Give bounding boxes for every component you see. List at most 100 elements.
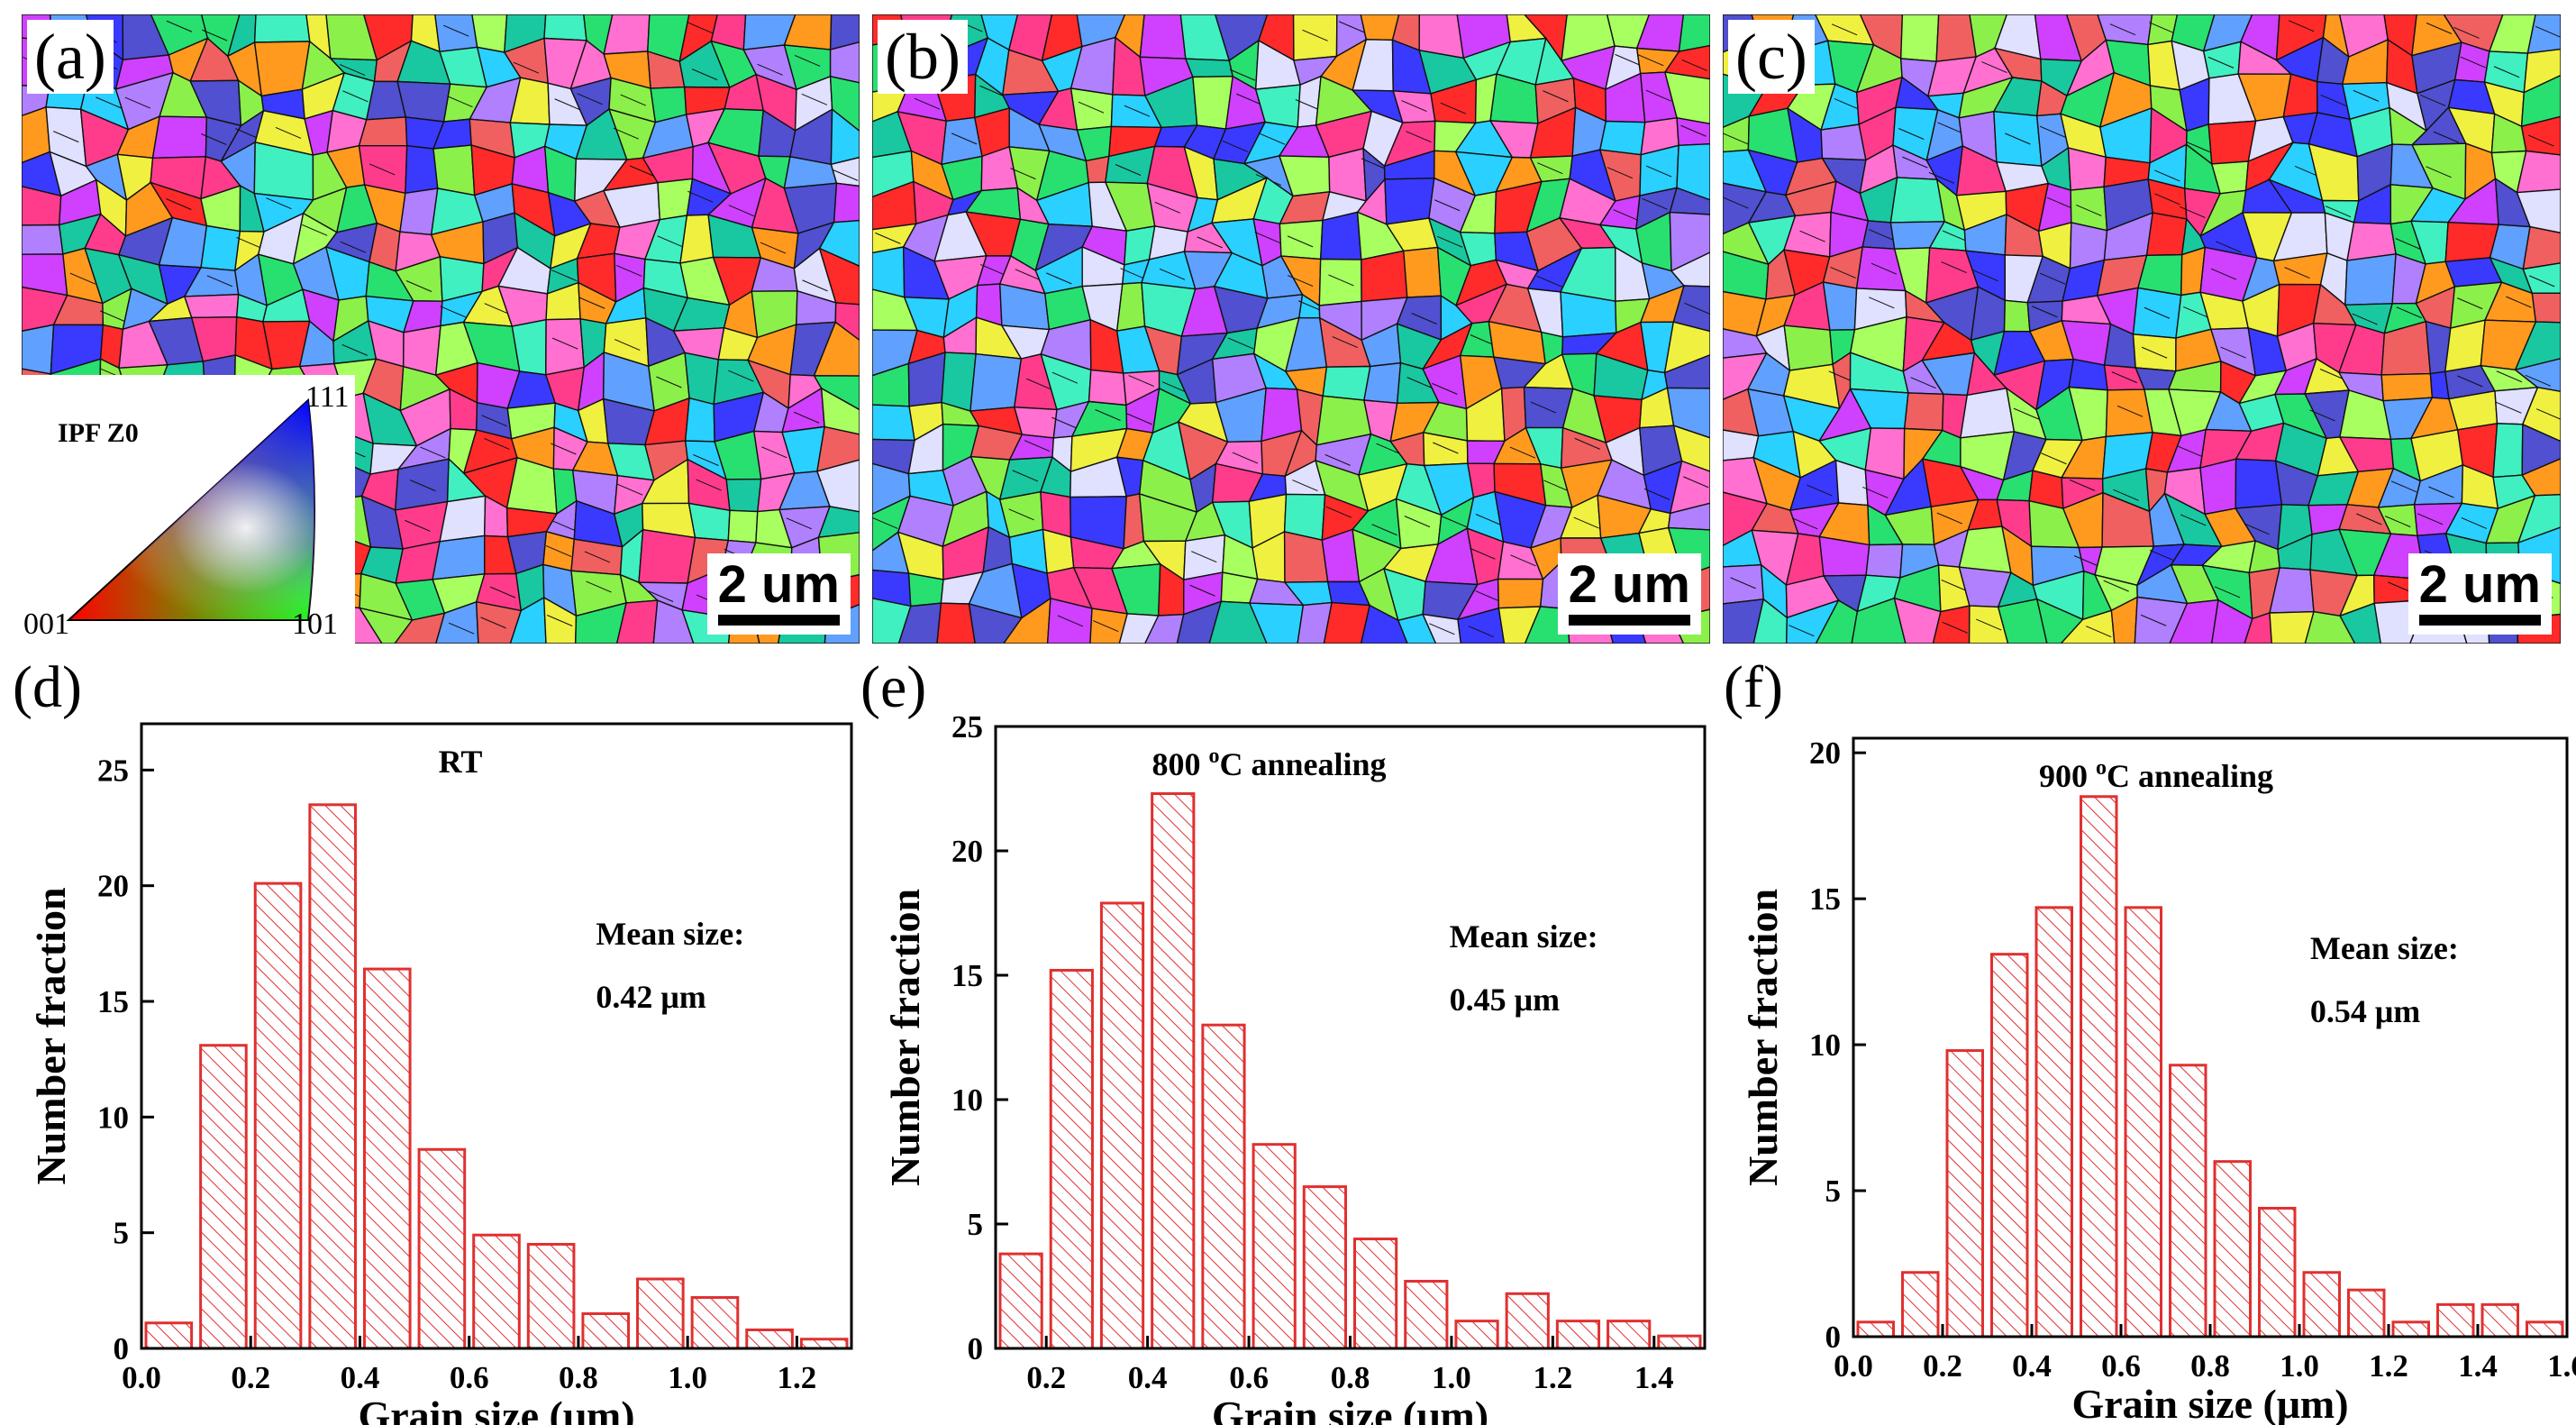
- grain: [2210, 598, 2253, 644]
- twin-boundary: [340, 241, 367, 253]
- grain: [818, 247, 860, 306]
- grain: [603, 14, 651, 55]
- ipf-title: IPF Z0: [58, 418, 139, 448]
- grain: [872, 246, 906, 298]
- grain: [1318, 258, 1362, 306]
- twin-boundary: [1807, 484, 1833, 497]
- y-tick-label: 25: [97, 753, 129, 788]
- twin-boundary: [1730, 577, 1756, 589]
- twin-boundary: [691, 69, 718, 81]
- twin-boundary: [1789, 625, 1815, 637]
- twin-boundary: [1510, 554, 1536, 567]
- twin-boundary: [1972, 269, 1998, 282]
- grain: [2380, 372, 2434, 402]
- twin-boundary: [166, 20, 193, 32]
- grain: [1279, 219, 1324, 260]
- grain: [830, 156, 860, 187]
- twin-boundary: [2506, 296, 2532, 308]
- grain: [432, 534, 486, 580]
- twin-boundary: [1008, 508, 1034, 521]
- y-tick-label: 20: [1809, 735, 1841, 771]
- histogram-bar: [2526, 1320, 2564, 1338]
- grain: [638, 528, 696, 584]
- twin-boundary: [124, 96, 151, 109]
- grain: [1598, 120, 1646, 156]
- grain: [2035, 598, 2084, 644]
- twin-boundary: [2109, 23, 2136, 36]
- twin-boundary: [1615, 53, 1641, 66]
- histogram-f: 0.0 0.2 0.4 0.6 0.8 1.0 1.2 1.4 1.6 0 5 10 15 20 Grain…: [1724, 654, 2576, 1425]
- chart-title: 900 oC annealing: [2039, 756, 2273, 794]
- twin-boundary: [1642, 197, 1668, 210]
- twin-boundary: [1051, 371, 1079, 384]
- histogram-bar: [1657, 1334, 1702, 1350]
- panel-label-b: (b): [878, 20, 968, 94]
- histogram-bar: [308, 803, 357, 1350]
- grain: [1666, 387, 1710, 439]
- twin-boundary: [1189, 584, 1215, 597]
- twin-boundary: [620, 94, 646, 106]
- grain: [829, 14, 860, 51]
- twin-boundary: [693, 454, 719, 466]
- twin-boundary: [1684, 302, 1710, 315]
- grain: [475, 600, 523, 644]
- grain: [727, 509, 759, 544]
- twin-boundary: [2113, 489, 2139, 501]
- histogram-bar: [2258, 1206, 2297, 1338]
- twin-boundary: [2426, 23, 2453, 34]
- grain: [820, 387, 860, 435]
- twin-boundary: [443, 24, 469, 37]
- histogram-bar: [1099, 901, 1145, 1350]
- twin-boundary: [2428, 486, 2454, 498]
- twin-boundary: [1976, 618, 2002, 631]
- grain: [2110, 596, 2138, 644]
- grain: [1497, 606, 1542, 644]
- grain: [816, 425, 860, 472]
- grain: [1723, 598, 1765, 644]
- grain: [1861, 220, 1896, 250]
- twin-boundary: [1095, 409, 1121, 421]
- grain: [1669, 187, 1710, 215]
- grain: [2145, 212, 2188, 257]
- twin-boundary: [1235, 93, 1262, 105]
- twin-boundary: [2460, 56, 2486, 69]
- twin-boundary: [2154, 169, 2180, 182]
- grain: [1323, 601, 1371, 644]
- twin-boundary: [2183, 306, 2209, 318]
- grain: [1143, 613, 1185, 644]
- twin-boundary: [2216, 241, 2242, 253]
- twin-boundary: [2457, 297, 2483, 310]
- twin-boundary: [1411, 313, 1437, 324]
- twin-boundary: [2103, 580, 2129, 592]
- histogram-bar: [1151, 792, 1196, 1350]
- x-tick-label: 1.4: [2458, 1348, 2498, 1384]
- ebsd-map-a: IPF Z0 001 101 111 (a) 2 um: [22, 14, 860, 644]
- grain: [2516, 188, 2561, 234]
- twin-boundary: [802, 279, 828, 292]
- twin-boundary: [2220, 346, 2246, 359]
- twin-boundary: [657, 235, 683, 248]
- twin-boundary: [551, 269, 578, 282]
- histogram-bar: [362, 967, 412, 1350]
- grain: [1932, 605, 1971, 644]
- twin-boundary: [166, 198, 192, 210]
- twin-boundary: [2426, 166, 2452, 178]
- histogram-bar: [417, 1147, 467, 1350]
- twin-boundary: [484, 303, 510, 315]
- grain: [435, 600, 479, 644]
- twin-boundary: [1536, 275, 1562, 288]
- twin-boundary: [489, 586, 516, 598]
- twin-boundary: [629, 165, 656, 178]
- twin-boundary: [2453, 27, 2480, 39]
- twin-boundary: [1937, 122, 1963, 134]
- histogram-bar: [1302, 1185, 1347, 1350]
- histogram-bar: [2480, 1302, 2519, 1338]
- y-tick-label: 10: [97, 1100, 129, 1135]
- twin-boundary: [1302, 29, 1328, 41]
- histogram-bar: [1353, 1238, 1398, 1350]
- twin-boundary: [2210, 268, 2237, 280]
- twin-boundary: [1338, 21, 1365, 33]
- twin-boundary: [2496, 401, 2522, 414]
- twin-boundary: [584, 551, 611, 563]
- twin-boundary: [2457, 375, 2483, 388]
